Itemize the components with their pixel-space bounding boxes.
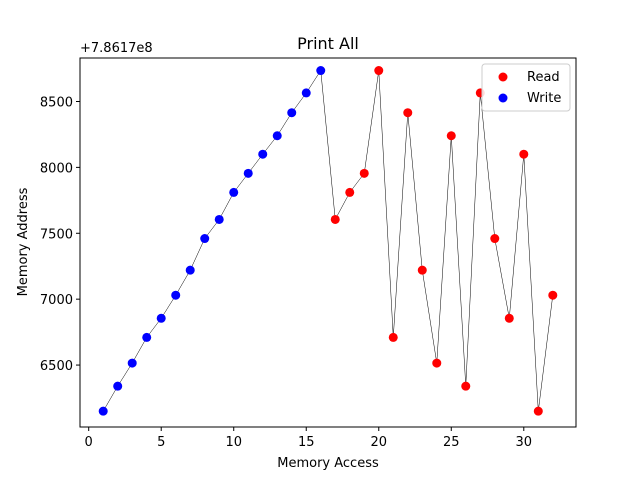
data-point-write <box>127 358 137 368</box>
data-point-read <box>403 108 413 118</box>
data-point-write <box>214 214 224 224</box>
data-point-write <box>301 88 311 98</box>
data-point-write <box>200 234 210 244</box>
legend-label-write: Write <box>527 91 561 106</box>
data-points-layer <box>98 66 558 416</box>
data-point-read <box>533 406 543 416</box>
chart-title: Print All <box>297 34 359 53</box>
x-tick-label: 0 <box>85 435 93 450</box>
data-point-read <box>432 358 442 368</box>
data-point-write <box>98 406 108 416</box>
data-point-write <box>229 187 239 197</box>
x-tick-label: 5 <box>157 435 165 450</box>
x-tick-label: 20 <box>370 435 387 450</box>
x-tick-label: 10 <box>225 435 242 450</box>
data-point-read <box>374 66 384 76</box>
data-point-write <box>156 313 166 323</box>
x-axis-label: Memory Access <box>277 456 379 471</box>
data-point-read <box>330 214 340 224</box>
x-tick-label: 30 <box>516 435 533 450</box>
x-tick-label: 15 <box>298 435 315 450</box>
legend-marker-read <box>498 72 508 82</box>
data-point-write <box>113 381 123 391</box>
y-axis-offset-label: +7.8617e8 <box>80 41 153 56</box>
data-point-read <box>359 168 369 178</box>
legend-marker-write <box>498 93 508 103</box>
data-point-write <box>142 332 152 342</box>
data-point-read <box>519 149 529 159</box>
x-tick-label: 25 <box>443 435 460 450</box>
y-axis-label: Memory Address <box>16 187 31 296</box>
data-point-write <box>243 168 253 178</box>
data-point-write <box>287 108 297 118</box>
data-point-read <box>388 332 398 342</box>
connector-line <box>102 69 554 412</box>
legend-label-read: Read <box>527 70 560 85</box>
y-tick-label: 6500 <box>40 359 73 374</box>
data-point-read <box>417 265 427 275</box>
data-point-read <box>446 131 456 141</box>
y-tick-label: 8500 <box>40 95 73 110</box>
series-write <box>98 66 326 416</box>
y-axis-ticks: 6500 7000 7500 8000 8500 <box>40 95 80 374</box>
data-point-read <box>345 187 355 197</box>
data-point-write <box>171 290 181 300</box>
plot-frame <box>79 57 577 428</box>
data-point-write <box>316 66 326 76</box>
data-point-read <box>461 381 471 391</box>
data-point-read <box>504 313 514 323</box>
data-point-write <box>272 131 282 141</box>
y-tick-label: 7000 <box>40 293 73 308</box>
legend: Read Write <box>481 63 571 112</box>
data-point-read <box>490 234 500 244</box>
x-axis-ticks: 0 5 10 15 20 25 30 <box>85 427 533 450</box>
data-point-write <box>258 149 268 159</box>
connector-line-layer <box>102 69 554 412</box>
data-point-write <box>185 265 195 275</box>
data-point-read <box>548 290 558 300</box>
y-tick-label: 7500 <box>40 227 73 242</box>
y-tick-label: 8000 <box>40 161 73 176</box>
series-read <box>330 66 558 416</box>
